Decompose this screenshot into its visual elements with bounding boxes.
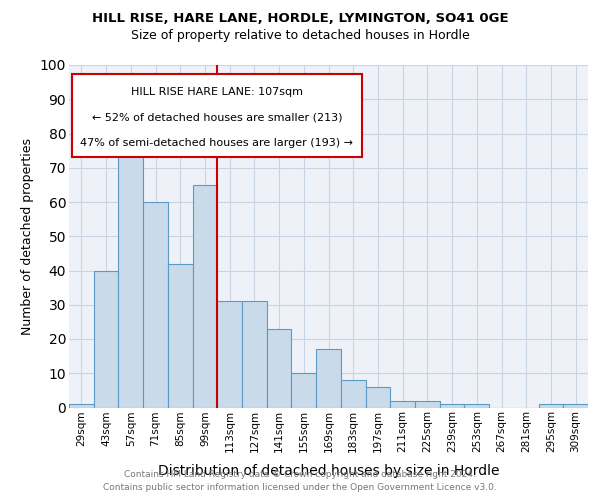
Text: HILL RISE, HARE LANE, HORDLE, LYMINGTON, SO41 0GE: HILL RISE, HARE LANE, HORDLE, LYMINGTON,… [92, 12, 508, 26]
Bar [94, 270, 118, 407]
Bar [415, 400, 440, 407]
Text: Size of property relative to detached houses in Hordle: Size of property relative to detached ho… [131, 29, 469, 42]
Text: HILL RISE HARE LANE: 107sqm: HILL RISE HARE LANE: 107sqm [131, 88, 303, 98]
Bar [193, 185, 217, 408]
Bar [168, 264, 193, 408]
Y-axis label: Number of detached properties: Number of detached properties [21, 138, 34, 335]
Bar [464, 404, 489, 407]
FancyBboxPatch shape [71, 74, 362, 158]
Bar [242, 302, 267, 408]
Bar [365, 387, 390, 407]
Bar [292, 373, 316, 408]
Bar [390, 400, 415, 407]
Text: Contains HM Land Registry data © Crown copyright and database right 2024.
Contai: Contains HM Land Registry data © Crown c… [103, 470, 497, 492]
Bar [118, 126, 143, 408]
Bar [341, 380, 365, 407]
Text: 47% of semi-detached houses are larger (193) →: 47% of semi-detached houses are larger (… [80, 138, 353, 148]
Bar [267, 328, 292, 407]
Bar [69, 404, 94, 407]
Bar [440, 404, 464, 407]
Bar [217, 302, 242, 408]
Bar [316, 350, 341, 408]
Text: ← 52% of detached houses are smaller (213): ← 52% of detached houses are smaller (21… [92, 112, 342, 122]
X-axis label: Distribution of detached houses by size in Hordle: Distribution of detached houses by size … [158, 464, 499, 477]
Bar [563, 404, 588, 407]
Bar [143, 202, 168, 408]
Bar [539, 404, 563, 407]
